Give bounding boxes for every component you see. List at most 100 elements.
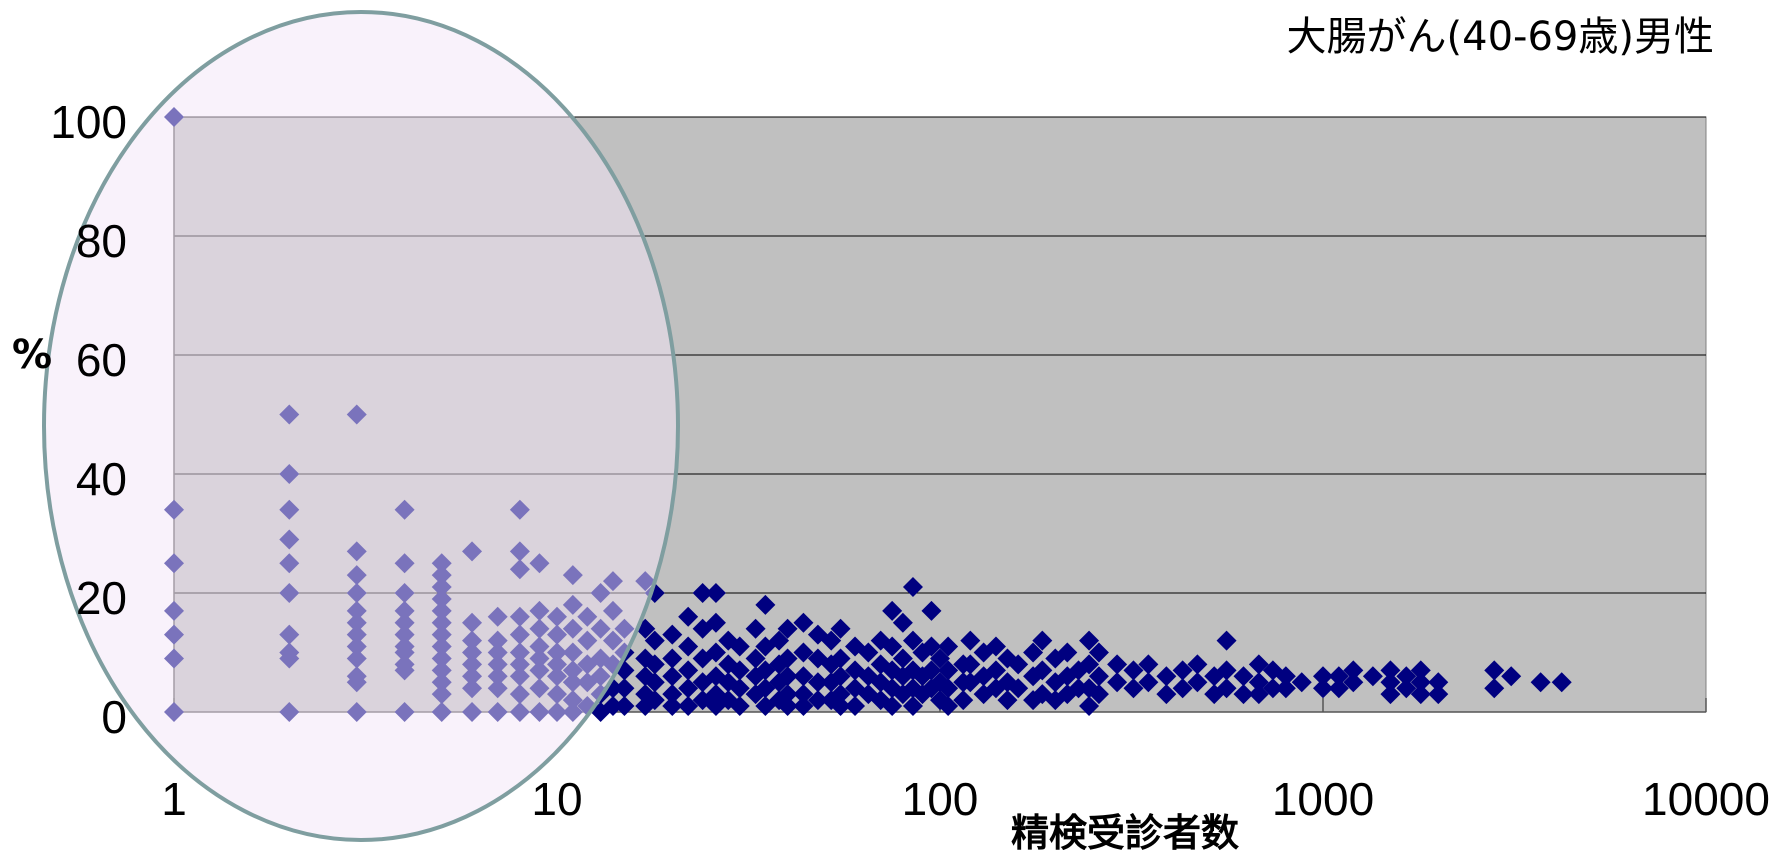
data-point-141 [678, 660, 699, 681]
data-point-220 [902, 630, 923, 651]
data-point-203 [858, 642, 879, 663]
x-tick-label-10: 10 [531, 773, 582, 825]
data-point-248 [985, 660, 1006, 681]
y-tick-label-60: 60 [76, 334, 127, 386]
data-point-223 [902, 696, 923, 717]
data-point-286 [1187, 654, 1208, 675]
data-point-150 [705, 612, 726, 633]
data-point-130 [644, 630, 665, 651]
data-point-312 [1380, 684, 1401, 705]
data-point-305 [1328, 666, 1349, 687]
x-axis-label: 精検受診者数 [1011, 811, 1239, 850]
data-point-318 [1428, 672, 1449, 693]
data-point-237 [938, 696, 959, 717]
y-tick-label-0: 0 [101, 691, 127, 743]
data-point-185 [793, 696, 814, 717]
data-point-194 [830, 618, 851, 639]
y-tick-label-40: 40 [76, 453, 127, 505]
data-point-313 [1396, 666, 1417, 687]
data-point-280 [1138, 654, 1159, 675]
y-axis-tick-labels: 0 20 40 60 80 100 [50, 96, 127, 743]
data-point-302 [1291, 672, 1312, 693]
data-point-264 [1057, 642, 1078, 663]
data-point-138 [662, 696, 683, 717]
data-point-149 [705, 583, 726, 603]
data-point-161 [729, 678, 750, 699]
x-tick-label-10000: 10000 [1642, 773, 1770, 825]
data-point-197 [830, 684, 851, 705]
data-point-315 [1410, 660, 1431, 681]
data-point-276 [1107, 654, 1128, 675]
data-point-117 [602, 696, 623, 717]
data-point-283 [1156, 684, 1177, 705]
data-point-240 [953, 690, 974, 711]
data-point-159 [729, 636, 750, 657]
data-point-323 [1530, 672, 1551, 693]
data-point-285 [1172, 678, 1193, 699]
data-point-182 [793, 642, 814, 663]
data-point-299 [1262, 678, 1283, 699]
y-tick-label-20: 20 [76, 572, 127, 624]
data-point-293 [1233, 666, 1254, 687]
data-point-319 [1428, 684, 1449, 705]
data-point-275 [1088, 684, 1109, 705]
data-point-300 [1275, 666, 1296, 687]
data-point-324 [1551, 672, 1572, 693]
data-point-177 [777, 648, 798, 669]
data-point-181 [793, 612, 814, 633]
data-point-131 [644, 654, 665, 675]
data-point-188 [807, 672, 828, 693]
data-point-164 [745, 648, 766, 669]
data-point-254 [1008, 678, 1029, 699]
data-point-210 [882, 600, 903, 621]
data-point-278 [1123, 660, 1144, 681]
data-point-273 [1088, 642, 1109, 663]
data-point-231 [930, 648, 950, 669]
data-point-253 [1008, 654, 1029, 675]
data-point-270 [1079, 654, 1100, 675]
data-point-162 [729, 696, 750, 717]
data-point-137 [662, 684, 683, 705]
data-point-236 [938, 678, 959, 699]
data-point-255 [1023, 642, 1044, 663]
data-point-180 [777, 696, 798, 717]
x-tick-label-1000: 1000 [1272, 773, 1374, 825]
data-point-316 [1410, 672, 1431, 693]
data-point-242 [960, 654, 981, 675]
data-point-176 [777, 618, 798, 639]
data-point-122 [614, 696, 635, 717]
y-tick-label-100: 100 [50, 96, 127, 148]
data-point-178 [777, 666, 798, 687]
data-point-135 [662, 648, 683, 669]
data-point-195 [830, 648, 851, 669]
data-point-189 [807, 690, 828, 711]
data-point-151 [705, 642, 726, 663]
data-point-274 [1088, 666, 1109, 687]
data-point-215 [892, 612, 913, 633]
data-point-304 [1313, 678, 1333, 699]
data-point-292 [1216, 678, 1237, 699]
data-point-321 [1484, 678, 1505, 699]
data-point-121 [614, 678, 635, 699]
data-point-284 [1172, 660, 1193, 681]
chart-title: 大腸がん(40-69歳)男性 [1287, 14, 1714, 60]
data-point-295 [1248, 654, 1269, 675]
data-point-183 [793, 666, 814, 687]
data-point-307 [1343, 660, 1364, 681]
data-point-202 [845, 696, 866, 717]
data-point-269 [1079, 630, 1100, 651]
data-point-291 [1216, 660, 1237, 681]
data-point-229 [921, 660, 942, 681]
data-point-272 [1079, 696, 1100, 717]
data-point-133 [644, 690, 665, 711]
data-point-190 [821, 630, 842, 651]
data-point-167 [755, 594, 776, 615]
data-point-144 [692, 583, 713, 603]
data-point-184 [793, 684, 814, 705]
data-point-219 [902, 577, 923, 598]
data-point-216 [892, 648, 913, 669]
data-point-309 [1362, 666, 1383, 687]
data-point-296 [1248, 672, 1269, 693]
data-point-314 [1396, 678, 1417, 699]
